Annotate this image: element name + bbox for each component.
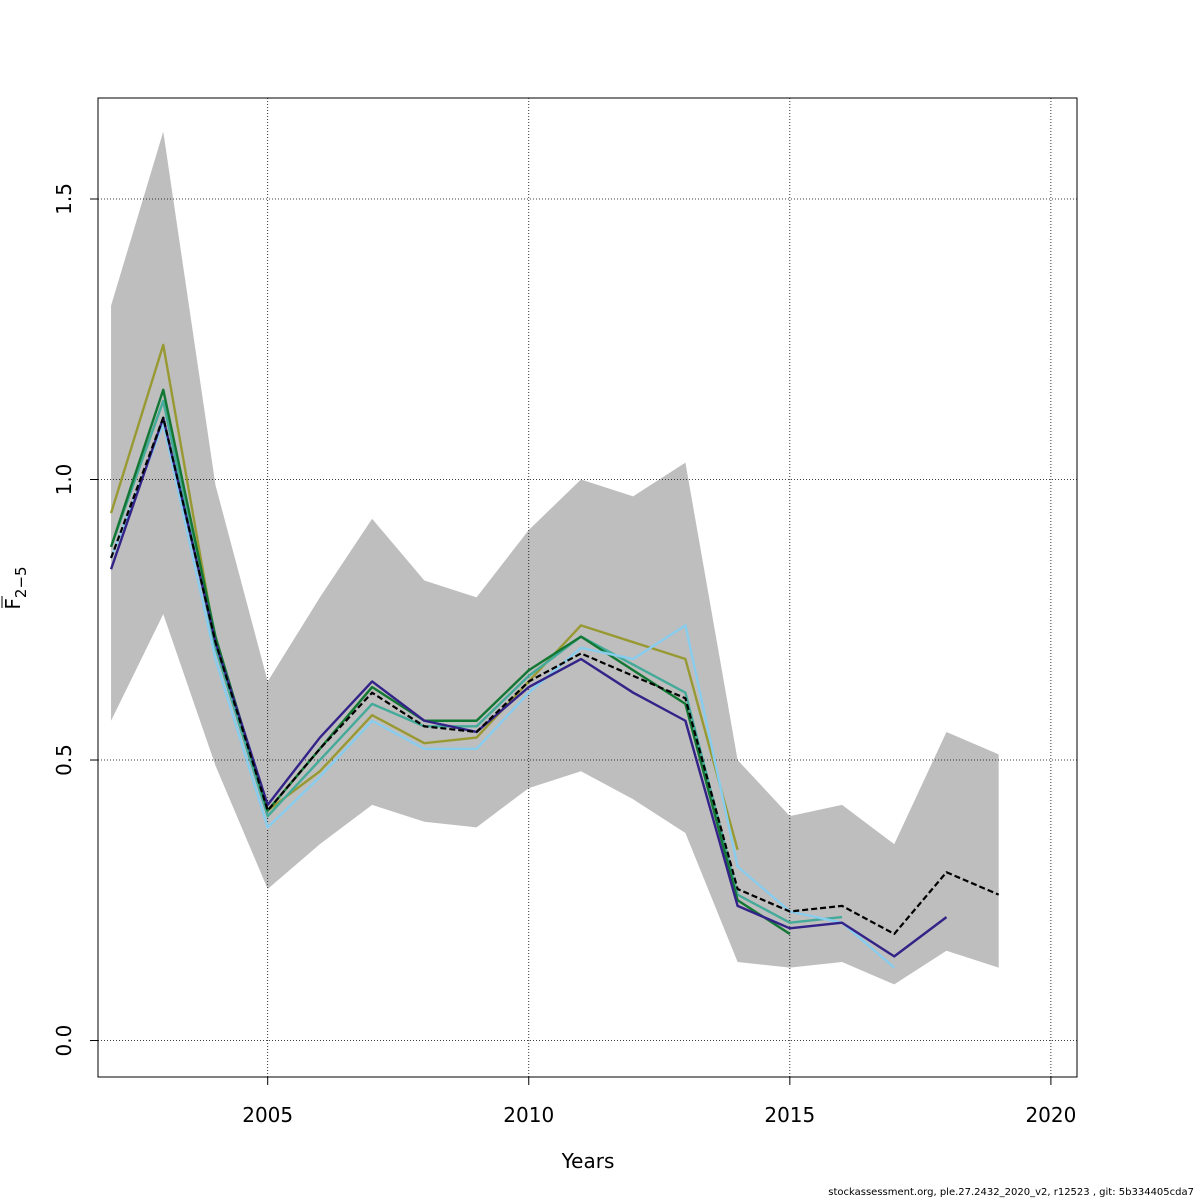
footer-caption: stockassessment.org, ple.27.2432_2020_v2…: [828, 1187, 1194, 1198]
confidence-band: [111, 131, 999, 985]
y-axis: 0.0 0.5 1.0 1.5: [52, 183, 98, 1056]
y-tick-label-group: 0.5: [52, 744, 76, 776]
y-tick-label: 1.5: [52, 183, 76, 215]
y-axis-title: F2−5: [1, 566, 30, 609]
y-tick-label: 1.0: [52, 464, 76, 496]
y-tick-label-group: 1.5: [52, 183, 76, 215]
y-tick-label-group: 0.0: [52, 1025, 76, 1057]
grid-layer: [98, 98, 1077, 1077]
x-tick-label: 2015: [764, 1103, 815, 1127]
x-axis-title: Years: [561, 1149, 615, 1173]
y-tick-label: 0.5: [52, 744, 76, 776]
series-line-6: [110, 416, 1000, 936]
plot-frame: [97, 97, 1078, 1078]
series-line-5: [109, 416, 948, 958]
x-tick-label: 2020: [1025, 1103, 1076, 1127]
y-tick-label: 0.0: [52, 1025, 76, 1057]
y-axis-title-subscript: 2−5: [12, 566, 30, 598]
y-axis-title-main: F: [1, 598, 25, 610]
x-tick-label: 2005: [242, 1103, 293, 1127]
y-tick-label-group: 1.0: [52, 464, 76, 496]
series-line-4: [109, 422, 896, 969]
x-axis: 2005 2010 2015 2020: [242, 1077, 1076, 1127]
x-tick-label: 2010: [503, 1103, 554, 1127]
confidence-band-layer: [111, 131, 999, 985]
y-axis-title-group: F2−5: [1, 566, 30, 609]
series-layer: [109, 343, 1000, 969]
